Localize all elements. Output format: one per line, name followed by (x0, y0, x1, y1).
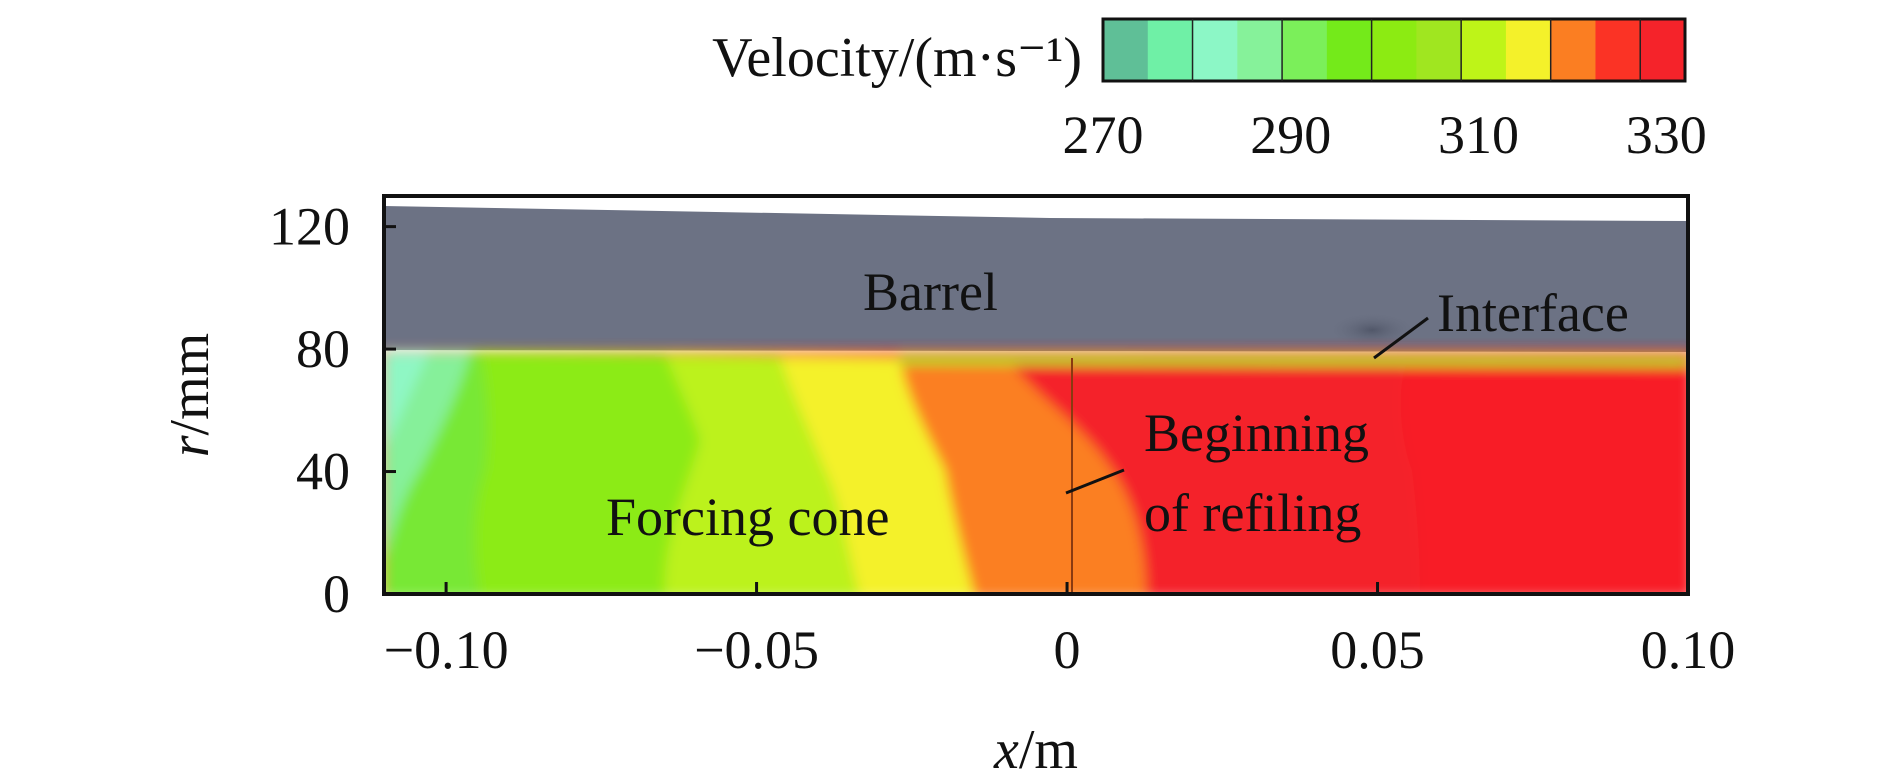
y-axis-unit: /mm (159, 333, 221, 436)
colorbar-swatch (1416, 19, 1462, 81)
interface-leader (1373, 316, 1429, 360)
band-yellow (780, 356, 974, 594)
colorbar-tick-label: 290 (1250, 105, 1331, 165)
band-teal (384, 352, 430, 450)
band-green-mid (474, 352, 700, 594)
colorbar-frame (1101, 17, 1687, 83)
colorbar-swatch (1147, 19, 1194, 81)
velocity-field (384, 350, 1688, 594)
x-axis-unit: /m (1019, 719, 1078, 781)
colorbar: Velocity/(m·s⁻¹) 270 290 310 330 (712, 17, 1707, 165)
colorbar-swatch (1595, 19, 1641, 81)
refilling-leader (1065, 468, 1125, 495)
x-tick-label: 0.05 (1330, 620, 1425, 680)
colorbar-swatch (1237, 19, 1283, 81)
plot-area (384, 196, 1688, 594)
colorbar-swatch (1103, 19, 1149, 81)
colorbar-tick-labels: 270 290 310 330 (1063, 105, 1707, 165)
x-tick-label: −0.05 (694, 620, 819, 680)
y-axis-ticks: 0 40 80 120 (269, 197, 396, 624)
interface-shade (1327, 312, 1417, 348)
colorbar-swatch (1371, 19, 1417, 81)
colorbar-swatch (1640, 19, 1686, 81)
colorbar-dividers (1191, 19, 1641, 81)
colorbar-swatches (1103, 19, 1686, 81)
x-axis-var: x (993, 719, 1019, 781)
y-tick-label: 120 (269, 197, 350, 257)
colorbar-swatch (1282, 19, 1328, 81)
beginning-label-line1: Beginning (1144, 403, 1369, 463)
x-tick-label: −0.10 (384, 620, 509, 680)
x-tick-label: 0 (1054, 620, 1081, 680)
y-tick-label: 80 (296, 319, 350, 379)
barrel-label: Barrel (863, 262, 998, 322)
interface-label: Interface (1437, 283, 1629, 343)
colorbar-title: Velocity/(m·s⁻¹) (712, 27, 1082, 89)
colorbar-swatch (1505, 19, 1552, 81)
x-tick-label: 0.10 (1641, 620, 1736, 680)
colorbar-tick-label: 310 (1438, 105, 1519, 165)
plot-frame (382, 194, 1690, 596)
colorbar-swatch (1461, 19, 1507, 81)
colorbar-swatch (1192, 19, 1238, 81)
band-interface-green (900, 356, 1688, 366)
colorbar-tick-label: 330 (1626, 105, 1707, 165)
colorbar-swatch (1550, 19, 1596, 81)
colorbar-swatch (1326, 19, 1373, 81)
y-axis-label: r/mm (159, 333, 221, 457)
band-orange (900, 358, 1146, 594)
y-tick-label: 0 (323, 564, 350, 624)
beginning-label-line2: of refiling (1144, 483, 1361, 543)
forcing-cone-label: Forcing cone (606, 487, 889, 547)
x-axis-label: x/m (993, 719, 1078, 781)
y-tick-label: 40 (296, 442, 350, 502)
band-red-deep (1400, 358, 1688, 594)
y-axis-var: r (159, 435, 221, 457)
band-yellow-green (664, 354, 859, 594)
x-axis-ticks: −0.10 −0.05 0 0.05 0.10 (384, 582, 1736, 680)
colorbar-tick-label: 270 (1063, 105, 1144, 165)
